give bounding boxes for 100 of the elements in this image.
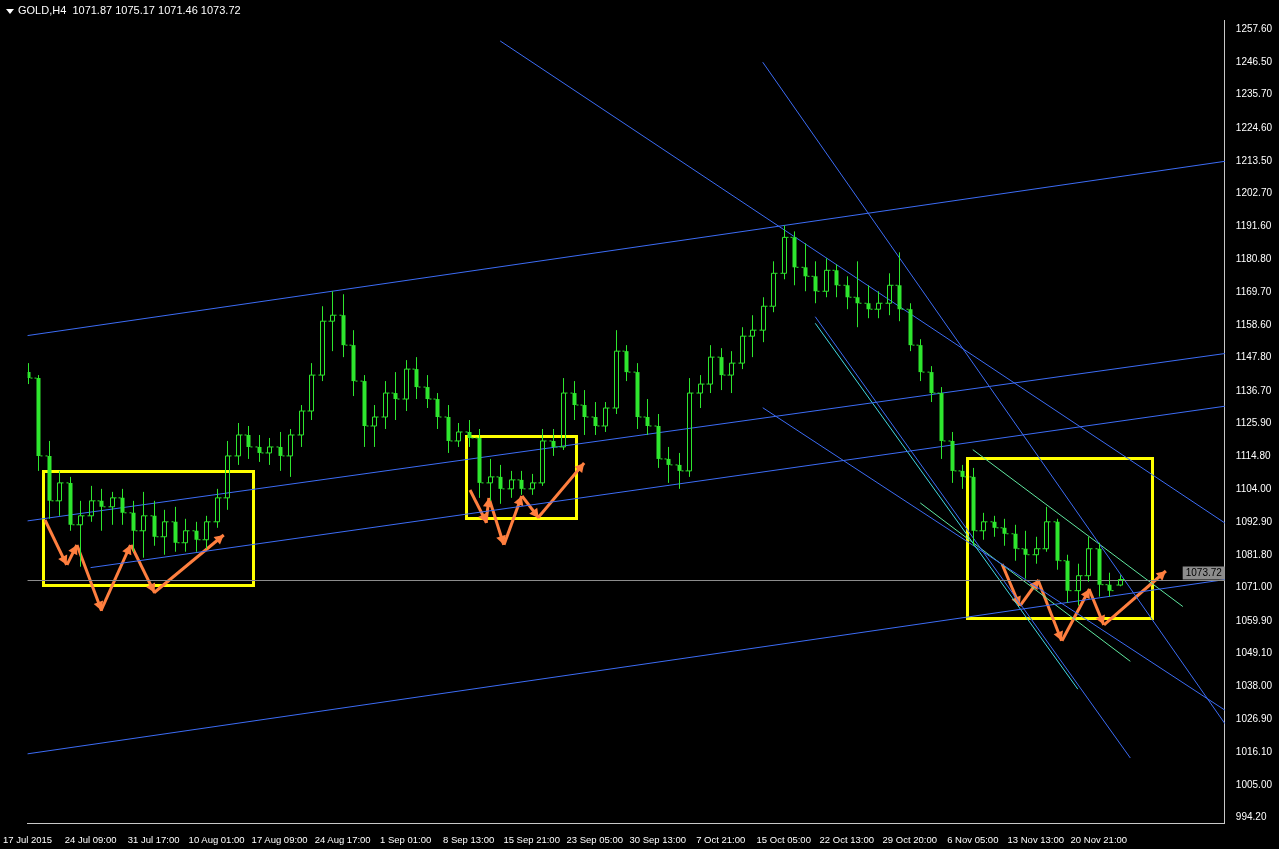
candlestick xyxy=(120,488,125,526)
y-tick-label: 1104.00 xyxy=(1235,482,1272,494)
candlestick xyxy=(1002,518,1007,547)
candlestick xyxy=(981,512,986,541)
candlestick xyxy=(267,437,272,466)
candlestick xyxy=(750,314,755,358)
x-tick-label: 10 Aug 01:00 xyxy=(188,833,245,845)
y-tick-label: 1081.80 xyxy=(1235,549,1273,561)
candlestick xyxy=(929,365,934,403)
candlestick xyxy=(47,440,52,520)
candlestick xyxy=(1065,554,1070,604)
candlestick xyxy=(803,242,808,292)
y-tick-label: 1147.80 xyxy=(1235,351,1272,363)
candlestick xyxy=(603,401,608,433)
candlestick xyxy=(362,374,367,448)
candlestick xyxy=(351,329,356,397)
candlestick xyxy=(761,296,766,343)
x-tick-label: 15 Oct 05:00 xyxy=(756,833,811,845)
candlestick xyxy=(908,302,913,352)
candlestick xyxy=(225,440,230,511)
x-tick-label: 15 Sep 21:00 xyxy=(503,833,560,845)
y-tick-label: 1169.70 xyxy=(1235,285,1272,297)
y-tick-label: 1246.50 xyxy=(1235,55,1273,67)
candlestick xyxy=(897,251,902,322)
candlestick xyxy=(645,398,650,436)
candlestick xyxy=(708,344,713,394)
candlestick xyxy=(194,521,199,553)
candlestick xyxy=(572,380,577,421)
candlestick xyxy=(488,458,493,502)
candlestick xyxy=(1076,563,1081,607)
candlestick xyxy=(57,470,62,517)
x-tick-label: 29 Oct 20:00 xyxy=(882,833,937,845)
candlestick xyxy=(141,491,146,559)
candlestick xyxy=(887,272,892,316)
candlestick xyxy=(372,404,377,448)
y-tick-label: 1026.90 xyxy=(1235,713,1273,725)
y-tick-label: 1158.60 xyxy=(1235,319,1272,331)
candlestick xyxy=(939,386,944,460)
x-tick-label: 22 Oct 13:00 xyxy=(819,833,874,845)
candlestick xyxy=(435,392,440,430)
candlestick xyxy=(509,470,514,499)
y-tick-label: 1059.90 xyxy=(1235,614,1273,626)
y-tick-label: 1114.80 xyxy=(1235,450,1271,462)
x-tick-label: 24 Aug 17:00 xyxy=(314,833,371,845)
candlestick xyxy=(152,500,157,547)
y-tick-label: 1049.10 xyxy=(1235,646,1273,658)
y-tick-label: 1016.10 xyxy=(1235,745,1273,757)
x-tick-label: 24 Jul 09:00 xyxy=(64,833,117,845)
y-tick-label: 994.20 xyxy=(1235,811,1267,823)
candlestick xyxy=(173,506,178,553)
x-tick-label: 20 Nov 21:00 xyxy=(1070,833,1128,845)
y-tick-label: 1224.60 xyxy=(1235,121,1273,133)
candlestick xyxy=(624,344,629,382)
candlestick xyxy=(719,347,724,391)
y-tick-label: 1136.70 xyxy=(1235,384,1272,396)
candlestick xyxy=(278,431,283,472)
candlestick xyxy=(614,329,619,415)
candlestick xyxy=(477,428,482,499)
candlestick xyxy=(309,362,314,421)
candlestick xyxy=(635,362,640,430)
candlestick xyxy=(1044,506,1049,553)
y-tick-label: 1257.60 xyxy=(1235,22,1273,34)
candlestick xyxy=(204,515,209,550)
candlestick xyxy=(446,404,451,454)
candlestick xyxy=(1013,524,1018,562)
candlestick xyxy=(561,377,566,451)
candlestick xyxy=(540,428,545,487)
candlestick xyxy=(1086,536,1091,583)
candlestick xyxy=(110,491,115,526)
y-tick-label: 1071.00 xyxy=(1235,581,1273,593)
candlestick xyxy=(834,263,839,298)
y-tick-label: 1202.70 xyxy=(1235,187,1273,199)
candlestick xyxy=(698,374,703,409)
candlestick xyxy=(299,404,304,448)
candlestick xyxy=(467,419,472,448)
candlestick xyxy=(456,422,461,448)
chart-title: GOLD,H4 1071.87 1075.17 1071.46 1073.72 xyxy=(18,4,241,17)
candlestick xyxy=(89,485,94,523)
candlestick xyxy=(183,518,188,553)
candlestick xyxy=(78,500,83,568)
candlestick xyxy=(414,356,419,400)
candlestick xyxy=(593,401,598,436)
y-tick-label: 1125.90 xyxy=(1235,417,1272,429)
candlestick xyxy=(162,509,167,556)
candlestick xyxy=(666,446,671,484)
candlestick xyxy=(687,377,692,478)
candlestick xyxy=(257,434,262,463)
candlestick xyxy=(498,464,503,505)
candlestick xyxy=(341,293,346,358)
candlestick xyxy=(1023,530,1028,580)
y-tick-label: 1092.90 xyxy=(1235,515,1273,527)
candlestick xyxy=(1034,536,1039,565)
x-tick-label: 30 Sep 13:00 xyxy=(629,833,686,845)
candlestick xyxy=(813,260,818,304)
ref-line-label: 1073.72 xyxy=(1185,566,1223,578)
x-tick-label: 8 Sep 13:00 xyxy=(443,833,495,845)
candlestick xyxy=(771,260,776,313)
candlestick xyxy=(99,488,104,532)
candlestick xyxy=(656,413,661,469)
candlestick xyxy=(824,257,829,298)
